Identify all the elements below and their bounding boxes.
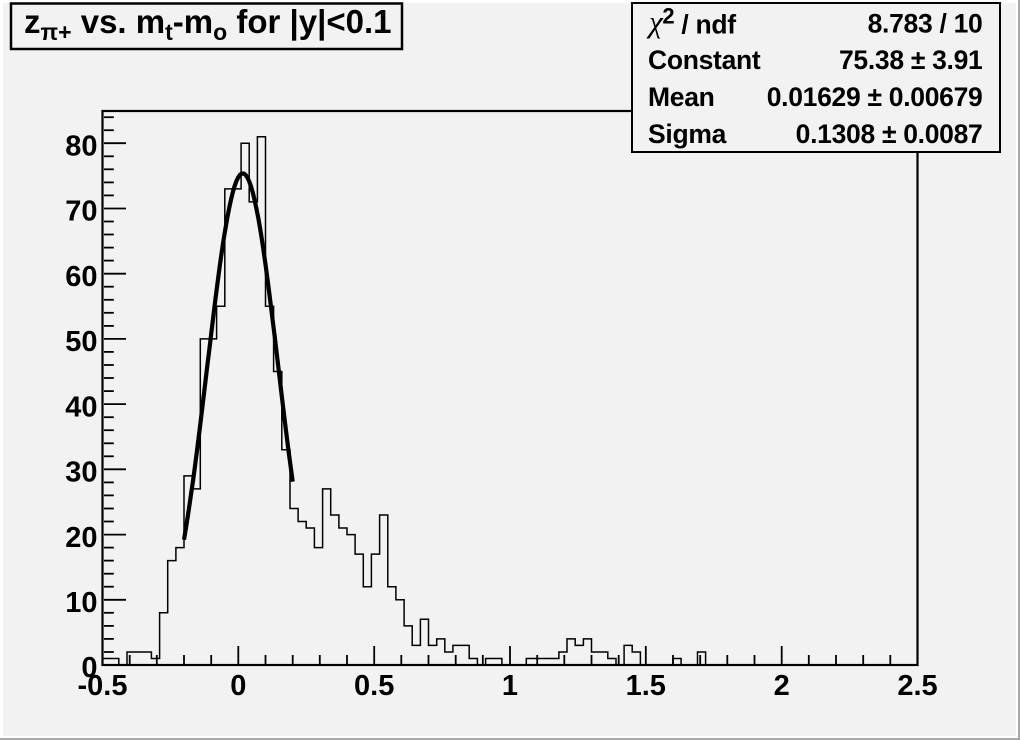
svg-text:-0.5: -0.5	[78, 670, 128, 702]
svg-text:60: 60	[65, 261, 97, 293]
svg-text:80: 80	[65, 130, 97, 162]
svg-text:0: 0	[230, 670, 246, 702]
svg-text:70: 70	[65, 196, 97, 228]
svg-text:Sigma: Sigma	[648, 119, 727, 149]
svg-text:0.01629 ± 0.00679: 0.01629 ± 0.00679	[767, 82, 983, 112]
svg-text:0: 0	[81, 652, 97, 684]
svg-text:40: 40	[65, 391, 97, 423]
svg-text:1.5: 1.5	[626, 670, 666, 702]
svg-text:8.783 / 10: 8.783 / 10	[868, 9, 983, 39]
svg-text:30: 30	[65, 457, 97, 489]
svg-text:1: 1	[502, 670, 518, 702]
svg-text:20: 20	[65, 522, 97, 554]
svg-text:Mean: Mean	[648, 82, 715, 112]
svg-text:2.5: 2.5	[897, 670, 937, 702]
svg-text:10: 10	[65, 587, 97, 619]
svg-text:zπ+ vs. mt-mo for |y|<0.1: zπ+ vs. mt-mo for |y|<0.1	[24, 3, 391, 45]
svg-text:50: 50	[65, 326, 97, 358]
svg-text:75.38 ± 3.91: 75.38 ± 3.91	[839, 45, 983, 75]
svg-text:Constant: Constant	[648, 45, 761, 75]
svg-text:0.1308 ± 0.0087: 0.1308 ± 0.0087	[796, 119, 983, 149]
svg-text:0.5: 0.5	[354, 670, 394, 702]
svg-text:2: 2	[774, 670, 790, 702]
svg-text:χ2 / ndf: χ2 / ndf	[646, 4, 736, 40]
